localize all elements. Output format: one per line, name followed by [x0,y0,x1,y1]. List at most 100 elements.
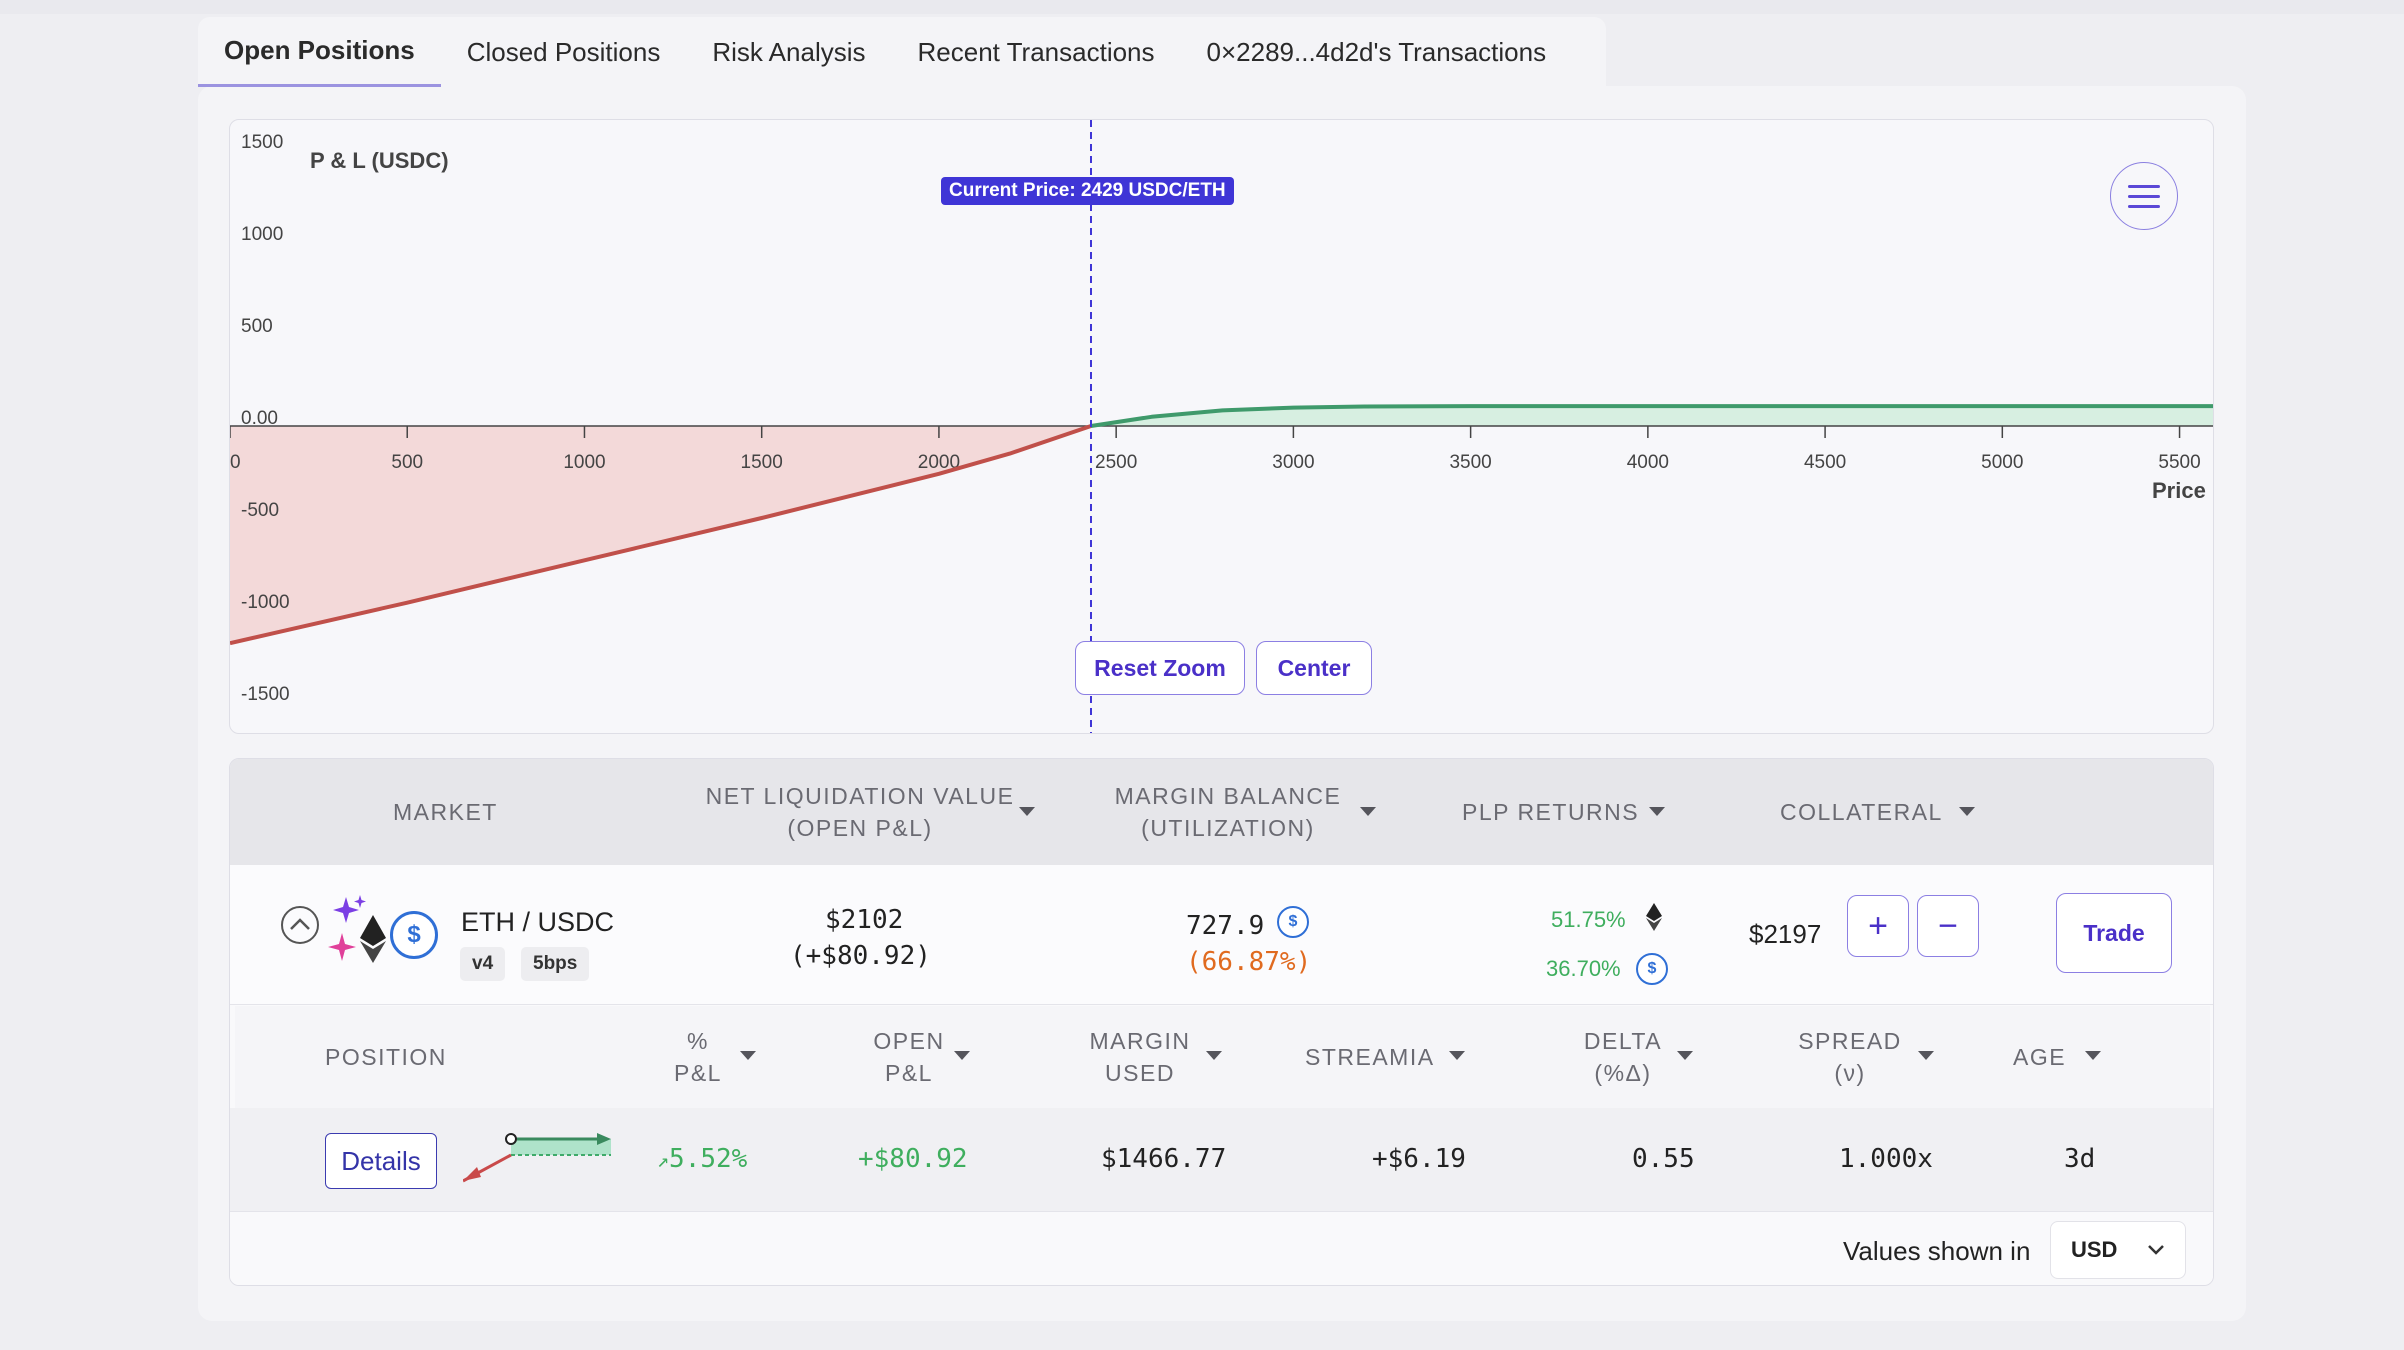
plp-usdc-return: 36.70% [1546,956,1621,981]
tab-recent-transactions[interactable]: Recent Transactions [917,36,1155,67]
header-margin-used[interactable]: MARGIN USED [1089,1028,1191,1086]
tab-risk-analysis[interactable]: Risk Analysis [712,36,866,67]
series-area [1090,406,2213,426]
sort-caret-icon[interactable] [1677,1051,1693,1060]
sort-caret-icon[interactable] [740,1051,756,1060]
add-collateral-button[interactable]: + [1847,895,1909,957]
remove-collateral-button[interactable]: − [1917,895,1979,957]
hamburger-icon [2128,184,2160,188]
table-footer: Values shown in USD [230,1212,2213,1285]
positions-table: MARKET NET LIQUIDATION VALUE (OPEN P&L) … [229,758,2214,1286]
pct-pnl-value: ↗5.52% [657,1144,748,1174]
chevron-down-icon [2148,1245,2165,1255]
margin-utilization: (66.87%) [1186,947,1312,977]
tab-wallet-transactions[interactable]: 0×2289...4d2d's Transactions [1206,36,1547,67]
nlv-open-pnl: (+$80.92) [790,941,931,971]
header-streamia[interactable]: STREAMIA [1305,1044,1435,1070]
series-line [230,424,1092,646]
x-tick-label: 1500 [741,452,783,473]
top-bar [0,0,2404,14]
market-pair: ETH / USDC [461,907,615,937]
header-margin-balance[interactable]: MARGIN BALANCE (UTILIZATION) [1114,783,1342,841]
open-pnl-value: +$80.92 [858,1144,968,1174]
plp-eth-return: 51.75% [1551,907,1626,932]
header-nlv[interactable]: NET LIQUIDATION VALUE (OPEN P&L) [705,783,1015,841]
pnl-chart-svg: 00 500 1000 1500 2000 2500 3000 3500 4000 4500 500… [230,120,2213,733]
x-tick-label: 5000 [1981,452,2023,473]
version-badge: v4 [460,947,506,981]
tab-closed-positions[interactable]: Closed Positions [466,36,661,67]
details-button[interactable]: Details [325,1133,437,1189]
x-tick-label: 5500 [2158,452,2200,473]
reset-zoom-button[interactable]: Reset Zoom [1075,641,1245,695]
header-position[interactable]: POSITION [325,1044,447,1070]
trade-button[interactable]: Trade [2056,893,2172,973]
sort-caret-icon[interactable] [1019,807,1035,816]
sort-caret-icon[interactable] [1649,807,1665,816]
values-shown-label: Values shown in [1843,1236,2031,1266]
x-tick-label: 00 [230,452,241,473]
position-row[interactable]: Details ↗5.52% +$80.92 $1466.77 +$6.19 0… [230,1108,2213,1212]
header-market[interactable]: MARKET [393,799,498,825]
header-age[interactable]: AGE [2013,1044,2067,1070]
collateral-value: $2197 [1749,919,1822,949]
y-tick-label: -1500 [241,684,290,705]
header-delta[interactable]: DELTA (%Δ) [1583,1028,1663,1086]
y-tick-label: -500 [241,500,279,521]
header-plp-returns[interactable]: PLP RETURNS [1462,799,1640,825]
x-tick-label: 2500 [1095,452,1137,473]
header-collateral[interactable]: COLLATERAL [1780,799,1943,825]
x-tick-label: 3000 [1272,452,1314,473]
sort-caret-icon[interactable] [1206,1051,1222,1060]
sort-caret-icon[interactable] [954,1051,970,1060]
sort-caret-icon[interactable] [1959,807,1975,816]
collapse-icon[interactable] [280,905,320,945]
usdc-icon: $ [1277,906,1309,938]
y-axis-label: P & L (USDC) [310,148,449,173]
fee-badge: 5bps [521,947,590,981]
margin-used-value: $1466.77 [1101,1144,1227,1174]
delta-value: 0.55 [1632,1144,1695,1174]
eth-icon [360,915,386,963]
x-tick-label: 3500 [1449,452,1491,473]
margin-balance-value: 727.9 [1186,911,1265,941]
series-area [230,426,1091,644]
x-tick-label: 2000 [918,452,960,473]
eth-icon [1646,903,1662,931]
series-line [1090,404,2213,428]
current-price-label: Current Price: 2429 USDC/ETH [941,177,1234,205]
streamia-value: +$6.19 [1372,1144,1466,1174]
usdc-icon: $ [1636,953,1668,985]
spread-value: 1.000x [1839,1144,1933,1174]
tab-open-positions[interactable]: Open Positions [198,17,441,87]
pnl-chart[interactable]: 00 500 1000 1500 2000 2500 3000 3500 4000 4500 500… [229,119,2214,734]
sort-caret-icon[interactable] [2085,1051,2101,1060]
x-axis-label: Price [2152,478,2206,503]
x-tick-label: 1000 [563,452,605,473]
sort-caret-icon[interactable] [1360,807,1376,816]
y-tick-label: 1500 [241,132,283,153]
market-row[interactable]: $ ETH / USDC v4 5bps $2102 (+$80.92) 727… [230,865,2213,1005]
header-open-pnl[interactable]: OPEN P&L [873,1028,945,1086]
chart-menu-button[interactable] [2110,162,2178,230]
age-value: 3d [2064,1144,2096,1174]
currency-select[interactable]: USD [2050,1221,2186,1279]
position-header: POSITION % P&L OPEN P&L MARGIN USED STRE… [235,1006,2210,1108]
y-tick-label: 1000 [241,224,283,245]
tab-bar: Open Positions Closed Positions Risk Ana… [198,17,1606,87]
y-tick-label: 500 [241,316,273,337]
y-tick-label: 0.00 [241,408,278,429]
header-pct-pnl[interactable]: % P&L [674,1028,722,1086]
payoff-sparkline-icon [463,1133,611,1183]
sparkle-icon [328,895,366,961]
center-button[interactable]: Center [1256,641,1372,695]
table-header: MARKET NET LIQUIDATION VALUE (OPEN P&L) … [230,759,2213,865]
y-tick-label: -1000 [241,592,290,613]
x-tick-label: 4000 [1627,452,1669,473]
trend-up-icon: ↗ [657,1148,670,1172]
header-spread[interactable]: SPREAD (ν) [1798,1028,1902,1086]
sort-caret-icon[interactable] [1918,1051,1934,1060]
x-tick-label: 4500 [1804,452,1846,473]
sort-caret-icon[interactable] [1449,1051,1465,1060]
x-tick-label: 500 [391,452,423,473]
